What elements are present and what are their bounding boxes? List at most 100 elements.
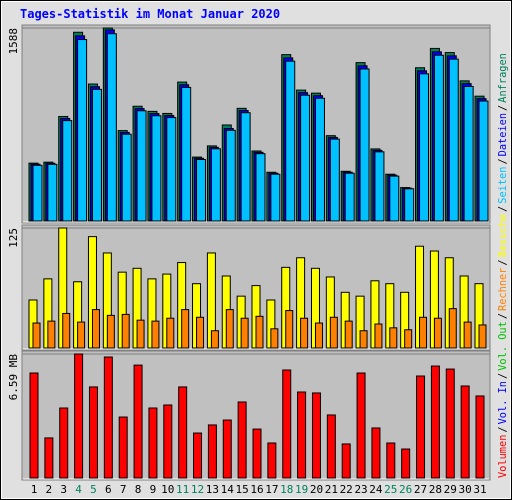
bar <box>47 320 56 349</box>
legend-separator: / <box>497 373 509 379</box>
bar <box>210 330 219 349</box>
bar <box>47 163 58 222</box>
legend-separator: / <box>497 158 509 164</box>
bar <box>181 309 190 349</box>
bar <box>356 372 366 479</box>
bar <box>121 313 130 349</box>
bar <box>222 419 232 479</box>
bar <box>59 407 69 479</box>
legend-separator: / <box>497 259 509 265</box>
bar <box>136 319 145 349</box>
bar <box>433 54 444 222</box>
bar <box>389 327 398 349</box>
legend-separator: / <box>497 206 509 212</box>
bar <box>300 94 311 222</box>
bar <box>270 173 281 222</box>
x-tick-label: 12 <box>191 483 204 496</box>
bar <box>478 324 487 349</box>
bar <box>344 320 353 349</box>
bar <box>77 39 88 222</box>
bar <box>44 437 54 479</box>
bar <box>225 309 234 349</box>
bar <box>62 120 73 222</box>
bar <box>29 372 39 479</box>
bar <box>181 86 192 222</box>
bar <box>148 407 158 479</box>
x-tick-label: 16 <box>250 483 263 496</box>
bar <box>311 392 321 479</box>
bar <box>448 58 459 222</box>
legend: Volumen / Vol. In / Vol. Out / Rechner / Besuche… <box>497 53 509 478</box>
bar <box>210 148 221 222</box>
bar <box>401 448 411 479</box>
bar <box>240 112 251 222</box>
bar <box>32 164 43 222</box>
x-tick-label: 20 <box>310 483 323 496</box>
bar <box>448 308 457 349</box>
legend-item: Rechner <box>497 268 509 311</box>
bar <box>77 321 86 349</box>
bar <box>255 315 264 349</box>
bar <box>32 322 41 349</box>
bar <box>237 401 247 479</box>
x-tick-label: 29 <box>444 483 457 496</box>
bar <box>178 386 188 479</box>
bar <box>341 443 351 479</box>
x-tick-label: 15 <box>236 483 249 496</box>
x-tick-label: 1 <box>31 483 38 496</box>
bar <box>478 100 489 222</box>
x-tick-label: 13 <box>206 483 219 496</box>
bar <box>133 364 143 479</box>
x-tick-label: 2 <box>46 483 53 496</box>
x-tick-label: 6 <box>105 483 112 496</box>
bar <box>163 404 173 479</box>
bar <box>359 68 370 222</box>
bar <box>91 88 102 222</box>
bar <box>404 329 413 349</box>
bar <box>151 320 160 349</box>
bar <box>329 138 340 222</box>
bar <box>389 175 400 222</box>
legend-separator: / <box>497 313 509 319</box>
bar <box>118 416 128 479</box>
bar <box>314 97 325 222</box>
bar <box>445 368 455 479</box>
bar <box>430 365 440 479</box>
legend-item: Vol. In <box>497 381 509 424</box>
legend-separator: / <box>497 426 509 432</box>
bar <box>326 414 336 479</box>
y-tick-label: 1588 <box>7 28 20 55</box>
y-tick-label: 6.59 MB <box>7 354 20 401</box>
legend-item: Dateien <box>497 113 509 156</box>
bar <box>463 321 472 349</box>
bar <box>359 330 368 349</box>
x-tick-label: 30 <box>459 483 472 496</box>
bar <box>433 317 442 349</box>
x-tick-label: 23 <box>354 483 367 496</box>
bar <box>151 115 162 222</box>
bar <box>267 442 277 479</box>
bar <box>270 328 279 349</box>
bar <box>91 309 100 349</box>
legend-item: Vol. Out <box>497 321 509 371</box>
x-tick-label: 18 <box>280 483 293 496</box>
x-tick-label: 3 <box>60 483 67 496</box>
x-tick-label: 5 <box>90 483 97 496</box>
legend-item: Besuche <box>497 214 509 257</box>
bar <box>404 188 415 222</box>
x-tick-label: 28 <box>429 483 442 496</box>
bar <box>386 442 396 479</box>
x-tick-label: 22 <box>340 483 353 496</box>
bar <box>297 391 307 479</box>
y-tick-label: 125 <box>7 228 20 248</box>
bar <box>121 133 132 222</box>
bar <box>282 369 292 479</box>
x-tick-label: 21 <box>325 483 338 496</box>
bar <box>285 310 294 349</box>
legend-item: Volumen <box>497 435 509 478</box>
x-tick-label: 26 <box>399 483 412 496</box>
chart-title: Tages-Statistik im Monat Januar 2020 <box>20 7 280 21</box>
bar <box>314 322 323 349</box>
